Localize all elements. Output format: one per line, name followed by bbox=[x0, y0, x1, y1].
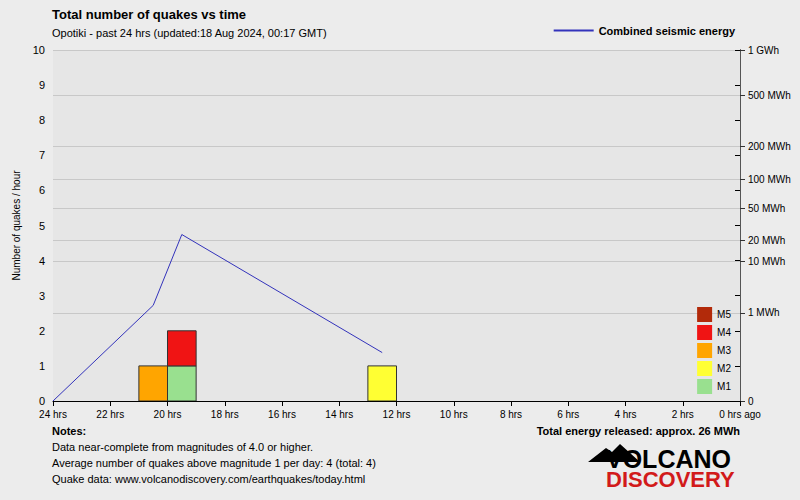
svg-text:10 MWh: 10 MWh bbox=[748, 256, 785, 267]
svg-text:M4: M4 bbox=[717, 327, 731, 338]
svg-text:DISCOVERY: DISCOVERY bbox=[606, 467, 735, 492]
svg-text:Total number of quakes vs time: Total number of quakes vs time bbox=[52, 7, 246, 22]
svg-text:Total energy released: approx.: Total energy released: approx. 26 MWh bbox=[537, 425, 741, 437]
svg-text:4 hrs: 4 hrs bbox=[614, 409, 636, 420]
svg-text:2: 2 bbox=[39, 325, 45, 337]
svg-text:Average number of quakes above: Average number of quakes above magnitude… bbox=[52, 457, 376, 469]
svg-text:0: 0 bbox=[39, 395, 45, 407]
svg-text:Number of quakes / hour: Number of quakes / hour bbox=[11, 170, 22, 281]
svg-text:M3: M3 bbox=[717, 345, 731, 356]
svg-text:16 hrs: 16 hrs bbox=[268, 409, 296, 420]
svg-text:2 hrs: 2 hrs bbox=[672, 409, 694, 420]
svg-text:Combined seismic energy: Combined seismic energy bbox=[599, 25, 736, 37]
svg-text:7: 7 bbox=[39, 149, 45, 161]
svg-text:8: 8 bbox=[39, 114, 45, 126]
svg-text:1 MWh: 1 MWh bbox=[748, 307, 780, 318]
svg-text:0: 0 bbox=[748, 396, 754, 407]
svg-text:Opotiki - past 24 hrs (updated: Opotiki - past 24 hrs (updated:18 Aug 20… bbox=[52, 27, 327, 39]
svg-text:Notes:: Notes: bbox=[52, 425, 86, 437]
svg-text:VOLCANO: VOLCANO bbox=[606, 444, 731, 473]
svg-text:M1: M1 bbox=[717, 381, 731, 392]
svg-text:0 hrs ago: 0 hrs ago bbox=[719, 409, 761, 420]
svg-text:20 hrs: 20 hrs bbox=[154, 409, 182, 420]
svg-text:8 hrs: 8 hrs bbox=[500, 409, 522, 420]
svg-text:24 hrs: 24 hrs bbox=[39, 409, 67, 420]
svg-text:100 MWh: 100 MWh bbox=[748, 174, 791, 185]
svg-text:5: 5 bbox=[39, 220, 45, 232]
svg-text:9: 9 bbox=[39, 79, 45, 91]
svg-text:1 GWh: 1 GWh bbox=[748, 45, 779, 56]
svg-text:4: 4 bbox=[39, 255, 45, 267]
svg-text:10: 10 bbox=[33, 44, 45, 56]
svg-text:M2: M2 bbox=[717, 363, 731, 374]
svg-text:3: 3 bbox=[39, 290, 45, 302]
svg-text:1: 1 bbox=[39, 360, 45, 372]
svg-text:M5: M5 bbox=[717, 309, 731, 320]
svg-text:22 hrs: 22 hrs bbox=[96, 409, 124, 420]
svg-text:200 MWh: 200 MWh bbox=[748, 141, 791, 152]
svg-text:18 hrs: 18 hrs bbox=[211, 409, 239, 420]
svg-text:10 hrs: 10 hrs bbox=[440, 409, 468, 420]
svg-text:12 hrs: 12 hrs bbox=[383, 409, 411, 420]
svg-text:20 MWh: 20 MWh bbox=[748, 235, 785, 246]
svg-text:6 hrs: 6 hrs bbox=[557, 409, 579, 420]
svg-text:Data near-complete from magnit: Data near-complete from magnitudes of 4.… bbox=[52, 441, 313, 453]
svg-text:14 hrs: 14 hrs bbox=[325, 409, 353, 420]
svg-text:500 MWh: 500 MWh bbox=[748, 90, 791, 101]
svg-text:Quake data: www.volcanodiscove: Quake data: www.volcanodiscovery.com/ear… bbox=[52, 473, 365, 485]
svg-text:6: 6 bbox=[39, 184, 45, 196]
svg-text:50 MWh: 50 MWh bbox=[748, 203, 785, 214]
